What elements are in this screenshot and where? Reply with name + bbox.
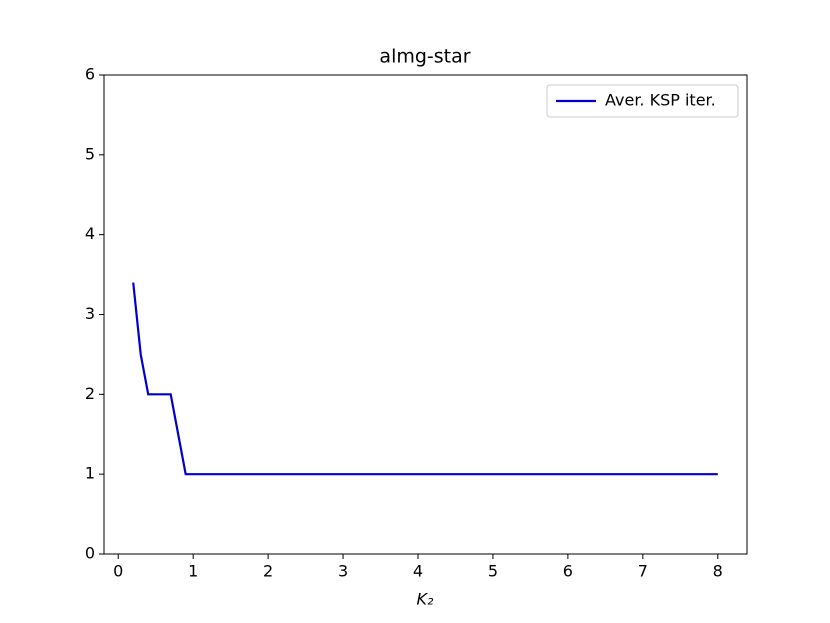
legend-label: Aver. KSP iter. bbox=[605, 91, 716, 110]
y-tick-label: 5 bbox=[85, 144, 95, 163]
y-tick-label: 3 bbox=[85, 304, 95, 323]
x-tick-label: 8 bbox=[713, 562, 723, 581]
data-line bbox=[132, 282, 718, 476]
legend-box bbox=[546, 84, 739, 118]
x-tick-label: 5 bbox=[488, 562, 498, 581]
x-tick-label: 6 bbox=[563, 562, 573, 581]
x-tick-label: 0 bbox=[113, 562, 123, 581]
y-tick-label: 1 bbox=[85, 464, 95, 483]
chart-title: almg-star bbox=[379, 46, 470, 68]
x-tick-label: 2 bbox=[263, 562, 273, 581]
x-tick-label: 1 bbox=[188, 562, 198, 581]
y-tick-label: 2 bbox=[85, 384, 95, 403]
axes-frame bbox=[103, 74, 748, 555]
y-tick-label: 4 bbox=[85, 224, 95, 243]
y-tick-label: 6 bbox=[85, 65, 95, 84]
x-tick-label: 7 bbox=[638, 562, 648, 581]
y-tick-label: 0 bbox=[85, 544, 95, 563]
x-tick-label: 3 bbox=[338, 562, 348, 581]
x-tick-label: 4 bbox=[413, 562, 423, 581]
x-axis-label: K₂ bbox=[417, 590, 434, 609]
